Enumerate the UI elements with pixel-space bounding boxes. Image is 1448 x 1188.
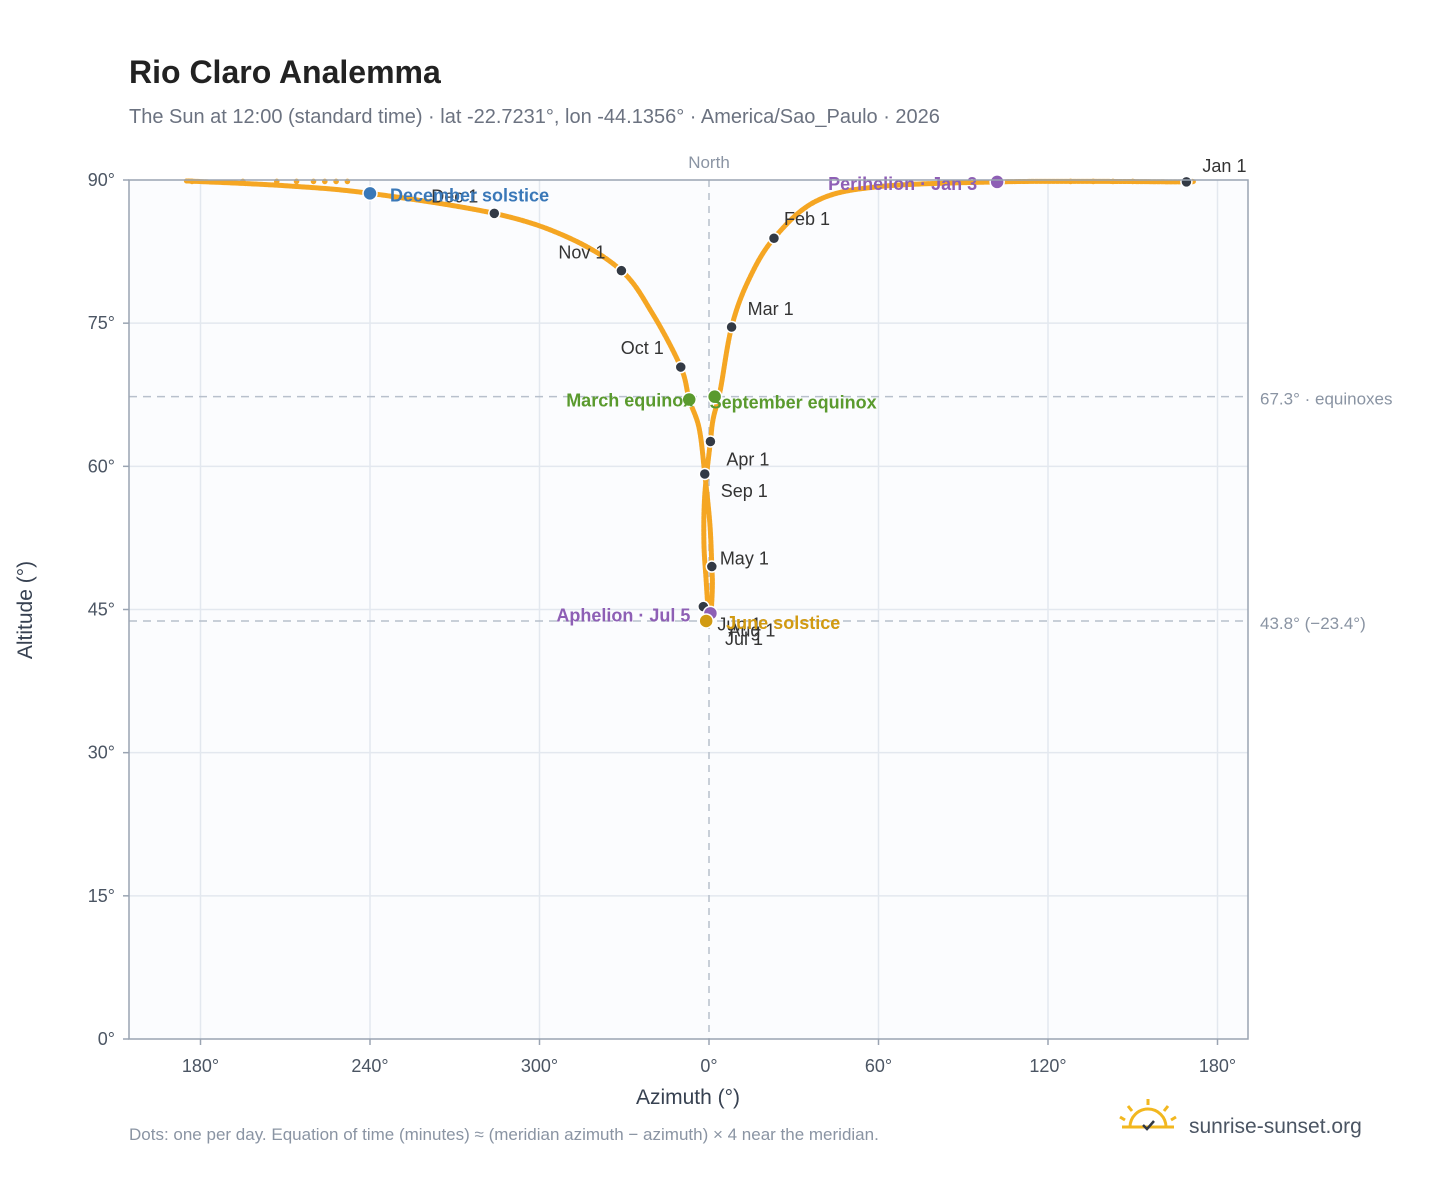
y-tick-label: 0°: [98, 1029, 115, 1049]
month-label: Mar 1: [748, 299, 794, 319]
event-point: [362, 185, 378, 202]
brand-logo[interactable]: sunrise-sunset.org: [1119, 1099, 1362, 1138]
x-tick-label: 120°: [1029, 1056, 1066, 1076]
sun-check-icon: [1119, 1099, 1177, 1131]
month-point: [725, 320, 738, 334]
month-point: [704, 435, 717, 448]
chart-subtitle: The Sun at 12:00 (standard time) · lat -…: [129, 106, 940, 128]
month-point: [488, 207, 501, 220]
x-tick-label: 60°: [865, 1056, 892, 1076]
month-label: Oct 1: [621, 338, 664, 358]
month-label: Sep 1: [721, 481, 768, 501]
y-tick-label: 90°: [88, 170, 115, 190]
x-tick-label: 180°: [1199, 1056, 1236, 1076]
grid-lines: [129, 180, 1248, 1039]
month-point: [674, 360, 687, 374]
event-label: Perihelion · Jan 3: [828, 174, 977, 194]
month-label: Aug 1: [728, 620, 775, 640]
y-axis-label: Altitude (°): [14, 561, 37, 659]
month-label: Apr 1: [726, 450, 769, 470]
month-point: [698, 467, 712, 481]
event-label: September equinox: [710, 393, 877, 413]
x-tick-label: 0°: [700, 1056, 717, 1076]
event-points: December solstice Perihelion · Jan 3 March…: [362, 174, 1005, 633]
reference-label: 43.8° (−23.4°): [1260, 614, 1366, 633]
event-point: [681, 391, 697, 408]
event-label: June solstice: [726, 613, 840, 633]
chart-title: Rio Claro Analemma: [129, 54, 441, 90]
month-label: Jun 1: [717, 615, 761, 635]
y-tick-label: 15°: [88, 886, 115, 906]
month-point: [767, 231, 781, 245]
y-tick-label: 75°: [88, 313, 115, 333]
month-label: Jul 1: [725, 629, 763, 649]
event-label: December solstice: [390, 185, 549, 205]
month-label: Dec 1: [431, 186, 478, 206]
x-tick-label: 240°: [351, 1056, 388, 1076]
month-label: May 1: [720, 549, 769, 569]
month-label: Jan 1: [1202, 156, 1246, 176]
event-point: [698, 613, 714, 629]
month-label: Feb 1: [784, 209, 830, 229]
x-tick-label: 180°: [182, 1056, 219, 1076]
event-point: [989, 174, 1005, 190]
month-point: [1180, 175, 1193, 189]
y-axis-ticks: 0° 15° 30° 45° 60° 75° 90°: [88, 170, 129, 1049]
month-point: [615, 264, 628, 277]
reference-lines: 67.3° · equinoxes 43.8° (−23.4°): [129, 390, 1393, 633]
reference-label: 67.3° · equinoxes: [1260, 390, 1393, 409]
event-label: Aphelion · Jul 5: [556, 605, 690, 625]
x-axis-ticks: 180° 240° 300° 0° 60° 120° 180°: [182, 1039, 1236, 1076]
y-tick-label: 30°: [88, 743, 115, 763]
x-tick-label: 300°: [521, 1056, 558, 1076]
y-tick-label: 60°: [88, 456, 115, 476]
y-tick-label: 45°: [88, 600, 115, 620]
footnote: Dots: one per day. Equation of time (min…: [129, 1125, 879, 1144]
month-point: [705, 560, 719, 573]
event-label: March equinox: [566, 391, 693, 411]
event-point: [706, 388, 723, 405]
meridian-label: North: [688, 153, 730, 172]
brand-name: sunrise-sunset.org: [1189, 1115, 1362, 1138]
x-axis-label: Azimuth (°): [636, 1086, 740, 1109]
month-label: Nov 1: [558, 243, 605, 263]
